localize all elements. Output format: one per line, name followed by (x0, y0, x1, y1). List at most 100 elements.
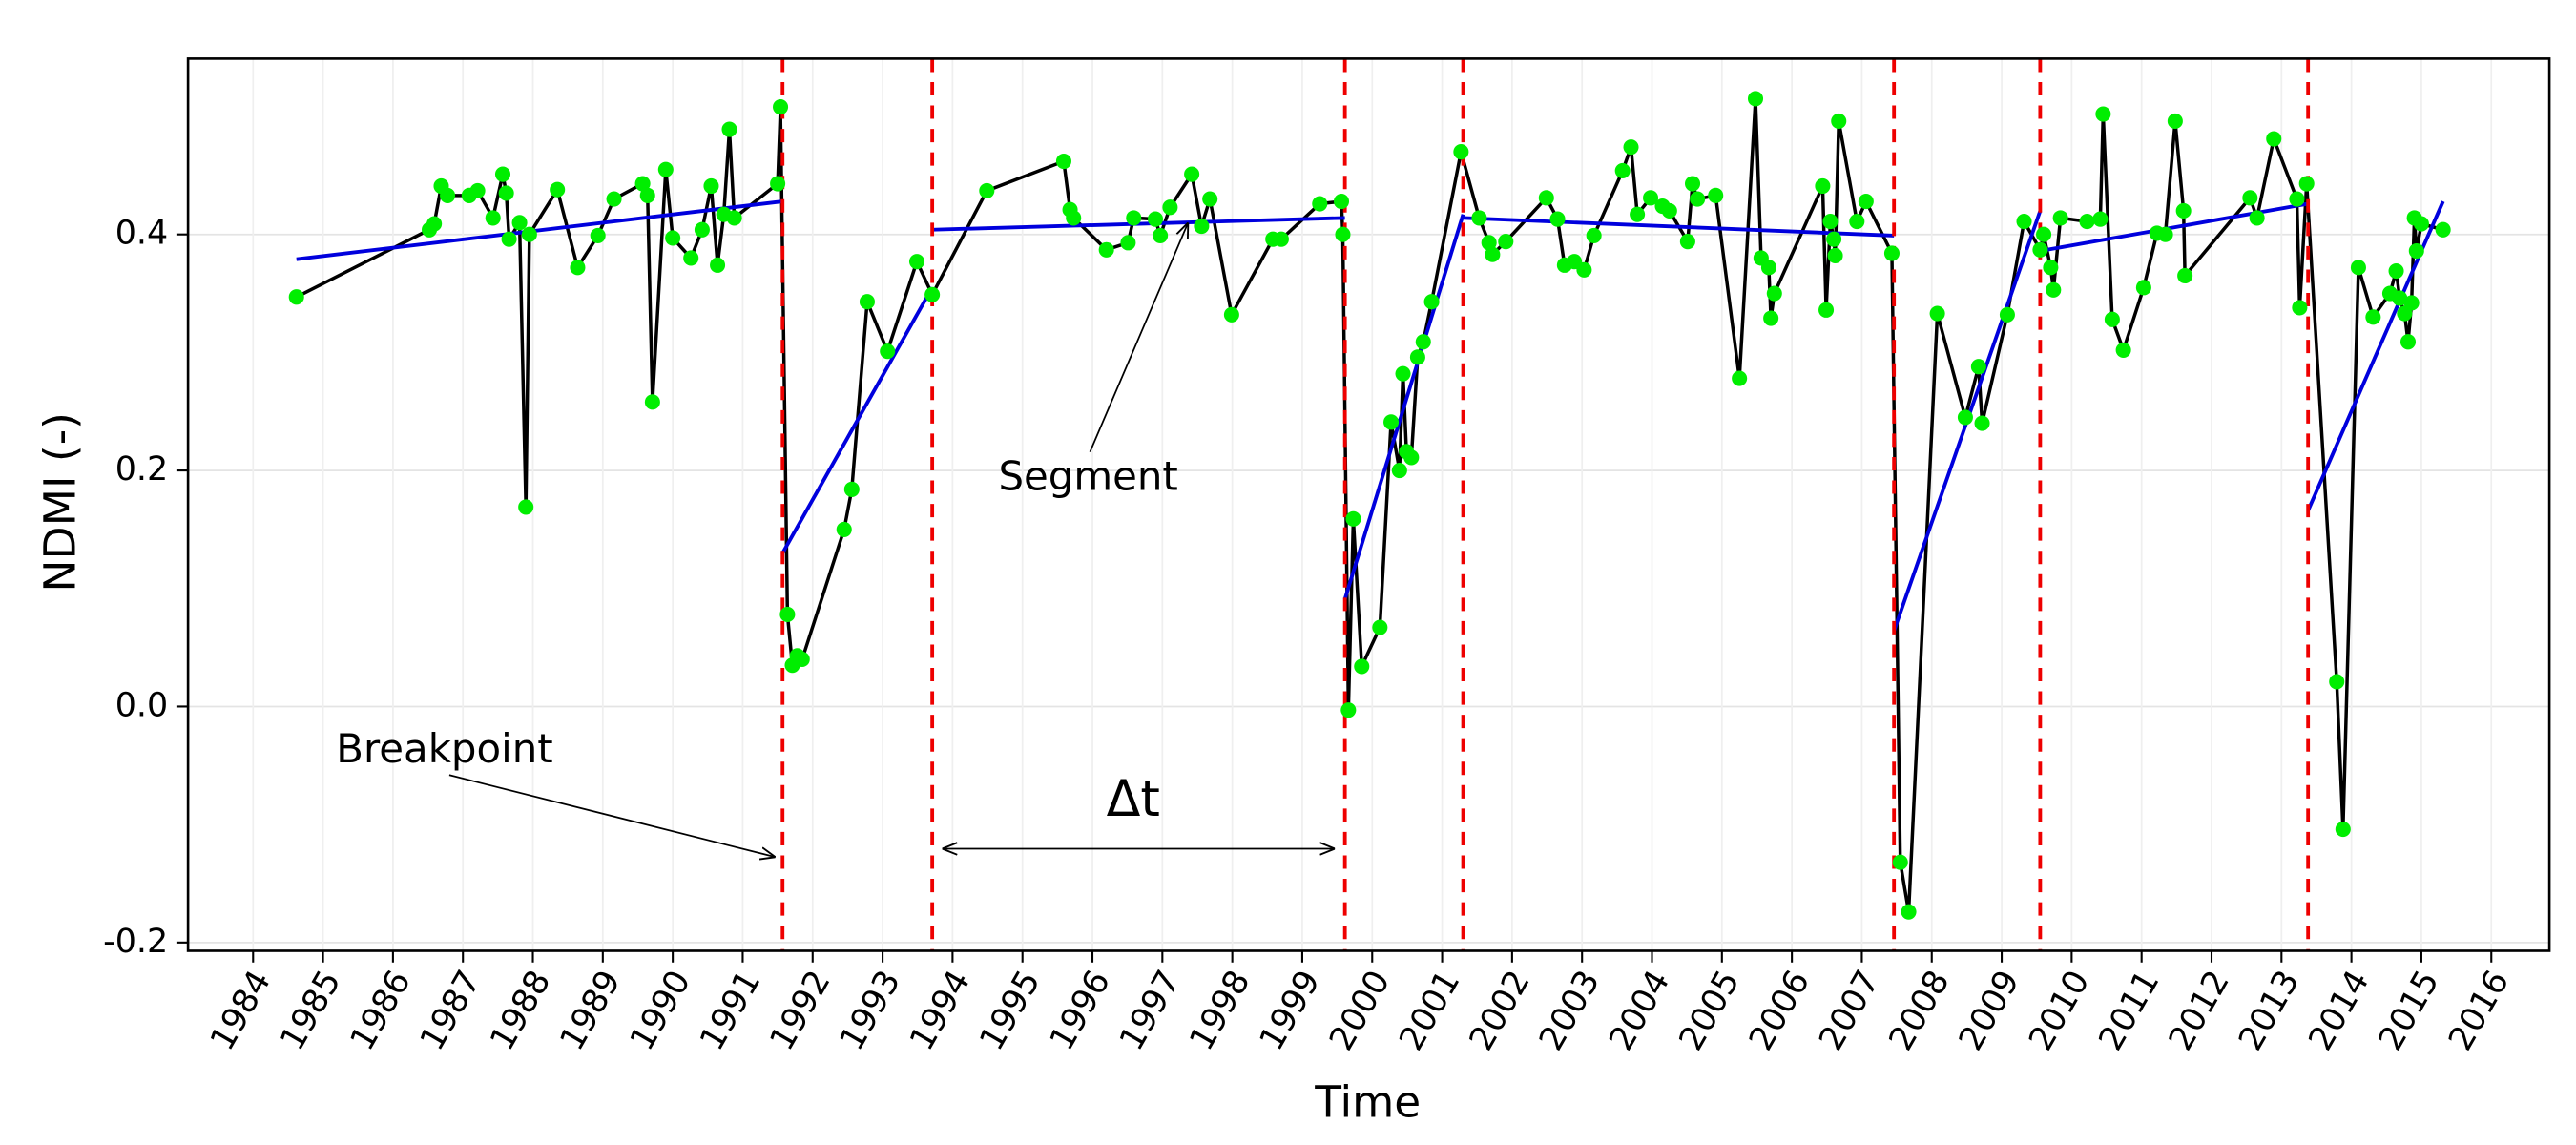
observation-point (639, 187, 655, 203)
observation-point (859, 294, 875, 310)
observation-point (1471, 210, 1487, 226)
observation-point (550, 181, 566, 198)
x-tick-label: 2013 (2232, 965, 2307, 1057)
observation-point (2408, 242, 2424, 260)
observation-point (2052, 210, 2068, 226)
observation-point (1576, 261, 1592, 278)
observation-point (1732, 370, 1748, 386)
x-tick-label: 2005 (1672, 965, 1748, 1057)
observation-point (721, 121, 737, 137)
segment-line (1342, 214, 1465, 600)
x-tick-label: 2010 (2022, 965, 2097, 1057)
x-tick-label: 2014 (2302, 965, 2378, 1057)
x-tick-label: 2006 (1742, 965, 1818, 1057)
observation-point (794, 651, 810, 668)
segment-line (1463, 216, 1895, 238)
observation-point (1066, 210, 1082, 226)
x-tick-label: 2004 (1602, 965, 1677, 1057)
x-tick-label: 2016 (2441, 965, 2517, 1057)
x-tick-label: 1999 (1253, 965, 1328, 1057)
observation-point (2167, 113, 2183, 130)
x-tick-label: 1989 (553, 965, 629, 1057)
observation-point (2115, 342, 2131, 358)
observation-point (2177, 267, 2193, 284)
observation-point (2435, 221, 2451, 238)
x-tick-label: 1994 (903, 965, 978, 1057)
observation-point (1273, 231, 1289, 247)
observation-point (2403, 295, 2420, 311)
x-tick-label: 2001 (1393, 965, 1468, 1057)
observation-point (703, 177, 719, 195)
observation-point (1760, 260, 1776, 276)
observation-point (1126, 210, 1142, 226)
x-tick-label: 1992 (763, 965, 839, 1057)
observation-point (440, 187, 456, 203)
y-tick-label: 0.0 (115, 686, 168, 724)
observation-point (1147, 211, 1164, 227)
segment-arrow (1089, 222, 1188, 453)
observation-point (836, 521, 852, 537)
x-tick-label: 1986 (343, 965, 419, 1057)
observation-point (494, 166, 511, 182)
x-tick-label: 1991 (693, 965, 768, 1057)
observation-point (2157, 226, 2173, 242)
observation-point (2032, 241, 2048, 258)
observation-point (1333, 193, 1350, 210)
x-tick-label: 1987 (413, 965, 488, 1057)
observation-point (843, 481, 860, 497)
observation-point (1340, 702, 1357, 718)
observation-point (657, 161, 674, 177)
observation-point (1708, 187, 1724, 203)
observation-point (1202, 191, 1218, 207)
segment-line (780, 286, 934, 554)
observation-point (1423, 294, 1440, 310)
observation-point (1827, 247, 1843, 264)
x-tick-label: 1998 (1183, 965, 1258, 1057)
observation-point (1481, 235, 1497, 251)
observation-point (1538, 190, 1554, 206)
observation-point (634, 176, 651, 192)
observation-point (710, 257, 726, 273)
observation-point (1999, 306, 2015, 323)
observation-point (2388, 262, 2404, 280)
observation-point (644, 394, 660, 410)
observation-point (2104, 311, 2120, 327)
x-tick-label: 1993 (833, 965, 908, 1057)
observation-point (1223, 306, 1239, 323)
y-tick-label: 0.4 (115, 215, 168, 253)
observation-point (726, 210, 742, 226)
plot-area (188, 58, 2550, 951)
observation-point (1498, 234, 1514, 250)
observation-point (1335, 226, 1351, 242)
x-tick-label: 1990 (623, 965, 698, 1057)
observation-point (590, 227, 606, 244)
observation-point (683, 250, 699, 266)
observation-point (2242, 190, 2258, 206)
observation-point (498, 185, 514, 201)
observation-point (1831, 113, 1847, 130)
observation-point (1974, 415, 1990, 431)
observation-point (501, 231, 517, 247)
observation-point (1815, 177, 1831, 195)
observation-point (2399, 334, 2417, 350)
observation-point (1766, 285, 1782, 302)
segment-annotation: Segment (999, 452, 1178, 499)
x-axis-label: Time (1314, 1076, 1421, 1127)
observation-point (880, 344, 896, 360)
observation-point (1395, 365, 1411, 382)
observation-point (1826, 231, 1842, 247)
observation-point (2079, 214, 2095, 230)
observation-point (2289, 191, 2305, 207)
observation-point (1120, 235, 1136, 251)
observation-point (1690, 191, 1706, 207)
observation-point (1383, 414, 1400, 430)
observation-point (518, 499, 534, 515)
observation-point (570, 260, 586, 276)
observation-point (2392, 290, 2408, 306)
observation-point (485, 210, 501, 226)
segment-line (2040, 201, 2309, 253)
observation-point (773, 99, 789, 115)
observation-point (1892, 854, 1908, 870)
observation-point (770, 176, 786, 192)
